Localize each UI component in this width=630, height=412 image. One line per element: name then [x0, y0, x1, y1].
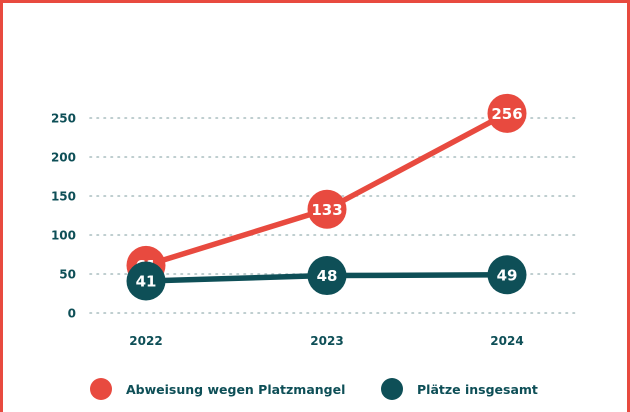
- legend-dot-plaetze: [381, 378, 403, 400]
- x-tick-label-2022: 2022: [129, 334, 162, 348]
- legend-item-abweisung: Abweisung wegen Platzmangel: [90, 378, 345, 400]
- legend-dot-abweisung: [90, 378, 112, 400]
- legend-item-plaetze: Plätze insgesamt: [381, 378, 538, 400]
- data-label-1-2023: 48: [317, 267, 338, 285]
- data-point-1-2022: [126, 261, 166, 301]
- data-label-1-2024: 49: [497, 266, 518, 284]
- x-tick-label-2023: 2023: [310, 334, 343, 348]
- y-tick-label-50: 50: [59, 268, 76, 282]
- data-label-0-2024: 256: [491, 105, 522, 123]
- legend-label-abweisung: Abweisung wegen Platzmangel: [126, 381, 346, 397]
- y-tick-label-100: 100: [51, 229, 76, 243]
- y-tick-label-200: 200: [51, 151, 76, 165]
- series-line-0: [145, 110, 509, 269]
- legend-label-plaetze: Plätze insgesamt: [417, 381, 538, 397]
- x-tick-label-2024: 2024: [490, 334, 523, 348]
- data-point-0-2024: [487, 93, 527, 133]
- legend: Abweisung wegen Platzmangel Plätze insge…: [0, 378, 630, 402]
- data-label-0-2023: 133: [311, 201, 342, 219]
- y-tick-label-250: 250: [51, 112, 76, 126]
- y-tick-label-0: 0: [68, 307, 76, 321]
- data-label-1-2022: 41: [136, 273, 157, 291]
- data-point-1-2023: [307, 256, 347, 296]
- data-point-0-2023: [307, 189, 347, 229]
- y-tick-label-150: 150: [51, 190, 76, 204]
- data-point-1-2024: [487, 255, 527, 295]
